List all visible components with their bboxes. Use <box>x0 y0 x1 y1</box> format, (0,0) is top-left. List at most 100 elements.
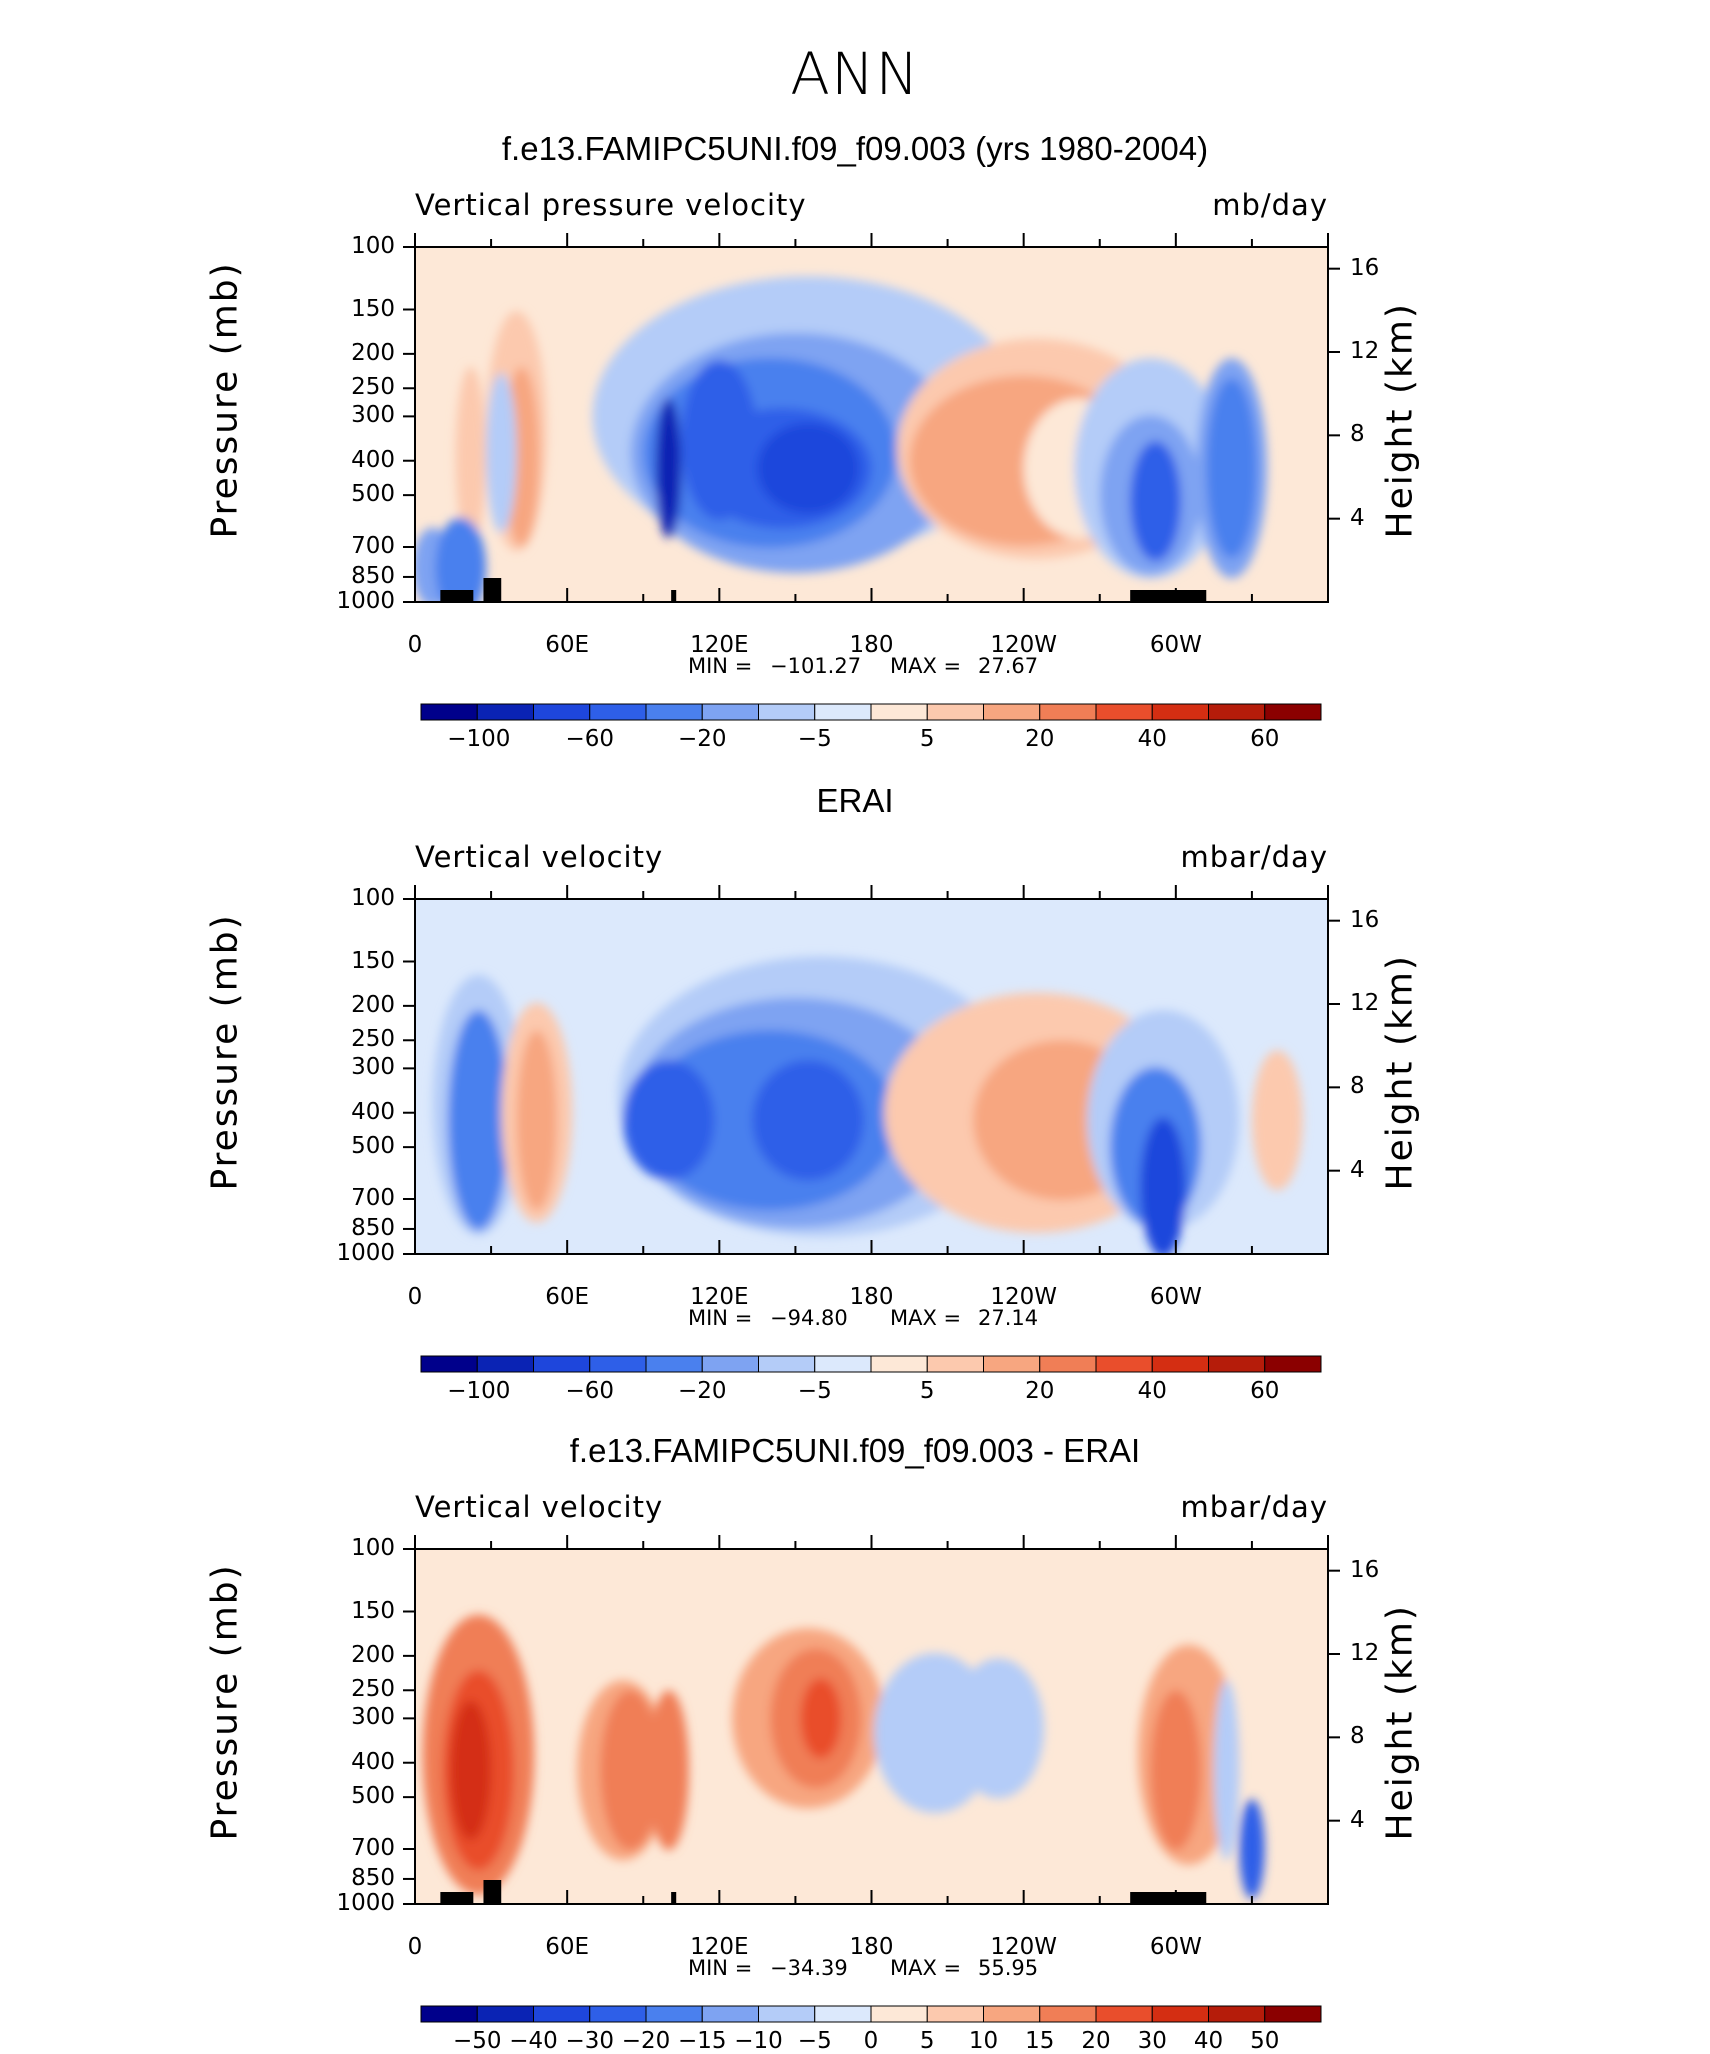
longitude-tick-label: 0 <box>407 1284 423 1310</box>
colorbar-swatch <box>645 2005 703 2023</box>
longitude-tick-label: 120E <box>690 1934 749 1960</box>
colorbar-swatch <box>476 2005 534 2023</box>
y-axis-title: Pressure (mb) <box>204 1562 246 1840</box>
colorbar-swatch <box>476 1355 534 1373</box>
colorbar-swatch <box>1039 1355 1097 1373</box>
height-tick-label: 4 <box>1350 1156 1365 1183</box>
longitude-tick-label: 0 <box>407 1934 423 1960</box>
colorbar-swatch <box>814 2005 872 2023</box>
panel-title: ERAI <box>816 782 894 819</box>
longitude-tick-label: 120E <box>690 632 749 658</box>
contour-region <box>800 1678 842 1759</box>
contour-region <box>681 360 758 521</box>
contour-region <box>952 1658 1044 1799</box>
min-value: −34.39 <box>770 1956 848 1980</box>
pressure-tick-label: 150 <box>351 1597 395 1624</box>
colorbar-swatch <box>926 1355 984 1373</box>
colorbar-label: 5 <box>919 1378 935 1404</box>
longitude-tick-label: 60E <box>545 632 590 658</box>
pressure-tick-label: 500 <box>351 481 395 508</box>
contour-region <box>447 1010 509 1231</box>
colorbar-swatch <box>758 703 816 721</box>
longitude-tick-label: 180 <box>849 1284 894 1310</box>
pressure-tick-label: 250 <box>351 1026 395 1053</box>
longitude-tick-label: 0 <box>407 632 423 658</box>
topography-block <box>440 590 474 602</box>
pressure-tick-label: 100 <box>351 1535 395 1561</box>
pressure-tick-label: 850 <box>351 562 395 589</box>
longitude-tick-label: 60W <box>1149 632 1202 658</box>
colorbar-swatch <box>926 2005 984 2023</box>
height-tick-label: 8 <box>1350 1073 1365 1100</box>
colorbar-label: 0 <box>863 2028 879 2054</box>
longitude-tick-label: 60E <box>545 1284 590 1310</box>
pressure-tick-label: 1000 <box>336 588 395 614</box>
height-tick-label: 8 <box>1350 1723 1365 1750</box>
colorbar-swatch <box>420 1355 478 1373</box>
colorbar-swatch <box>1039 703 1097 721</box>
longitude-tick-label: 60W <box>1149 1284 1202 1310</box>
contour-region <box>1140 1117 1186 1254</box>
longitude-tick-label: 120W <box>990 632 1057 658</box>
max-label: MAX = <box>890 1306 968 1330</box>
height-tick-label: 4 <box>1350 504 1365 531</box>
colorbar-swatch <box>701 2005 759 2023</box>
pressure-tick-label: 250 <box>351 1676 395 1703</box>
contour-region <box>622 1060 715 1181</box>
topography-block <box>483 1880 502 1904</box>
y2-axis-title: Height (km) <box>1379 953 1421 1190</box>
units-label: mbar/day <box>1180 840 1328 874</box>
colorbar-swatch <box>589 2005 647 2023</box>
colorbar-swatch <box>1208 2005 1266 2023</box>
contour-region <box>757 423 859 514</box>
chart-panel-1: f.e13.FAMIPC5UNI.f09_f09.003 (yrs 1980-2… <box>0 130 1710 752</box>
colorbar-label: 20 <box>1025 726 1055 752</box>
pressure-tick-label: 1000 <box>336 1240 395 1266</box>
colorbar-swatch <box>1095 1355 1153 1373</box>
colorbar-label: −60 <box>565 1378 615 1404</box>
longitude-tick-label: 120E <box>690 1284 749 1310</box>
contour-region <box>1150 1690 1202 1851</box>
max-value: 55.95 <box>978 1956 1039 1980</box>
colorbar-swatch <box>420 2005 478 2023</box>
colorbar-swatch <box>1264 1355 1322 1373</box>
longitude-tick-label: 180 <box>849 1934 894 1960</box>
colorbar-label: −5 <box>797 726 832 752</box>
contour-plot <box>403 885 1340 1255</box>
y-axis-title: Pressure (mb) <box>204 912 246 1190</box>
colorbar-swatch <box>701 1355 759 1373</box>
max-value: 27.67 <box>978 654 1039 678</box>
colorbar-label: −60 <box>565 726 615 752</box>
colorbar-swatch <box>1264 2005 1322 2023</box>
colorbar-swatch <box>701 703 759 721</box>
colorbar <box>420 2005 1322 2023</box>
colorbar-label: 20 <box>1025 1378 1055 1404</box>
colorbar-label: −20 <box>677 1378 727 1404</box>
colorbar-label: −40 <box>509 2028 558 2054</box>
pressure-tick-label: 700 <box>351 1185 395 1211</box>
colorbar-swatch <box>1151 1355 1209 1373</box>
pressure-tick-label: 100 <box>351 233 395 259</box>
contour-region <box>600 1690 662 1851</box>
colorbar-swatch <box>645 1355 703 1373</box>
colorbar-swatch <box>983 703 1041 721</box>
panel-title: f.e13.FAMIPC5UNI.f09_f09.003 - ERAI <box>569 1432 1141 1469</box>
contour-plot <box>403 233 1340 603</box>
pressure-tick-label: 1000 <box>336 1890 395 1916</box>
contour-region <box>1239 1799 1265 1900</box>
colorbar-swatch <box>420 703 478 721</box>
colorbar-swatch <box>1151 703 1209 721</box>
pressure-tick-label: 150 <box>351 947 395 974</box>
variable-label: Vertical pressure velocity <box>415 188 807 222</box>
contour-region <box>516 1030 558 1211</box>
contour-region <box>450 1700 492 1841</box>
pressure-tick-label: 500 <box>351 1783 395 1810</box>
colorbar-label: −30 <box>565 2028 615 2054</box>
pressure-tick-label: 700 <box>351 1835 395 1861</box>
topography-block <box>1130 1892 1207 1904</box>
colorbar-label: 60 <box>1250 1378 1280 1404</box>
contour-region <box>655 398 682 539</box>
longitude-tick-label: 60E <box>545 1934 590 1960</box>
contour-plot <box>403 1535 1340 1905</box>
colorbar-label: 40 <box>1137 726 1167 752</box>
